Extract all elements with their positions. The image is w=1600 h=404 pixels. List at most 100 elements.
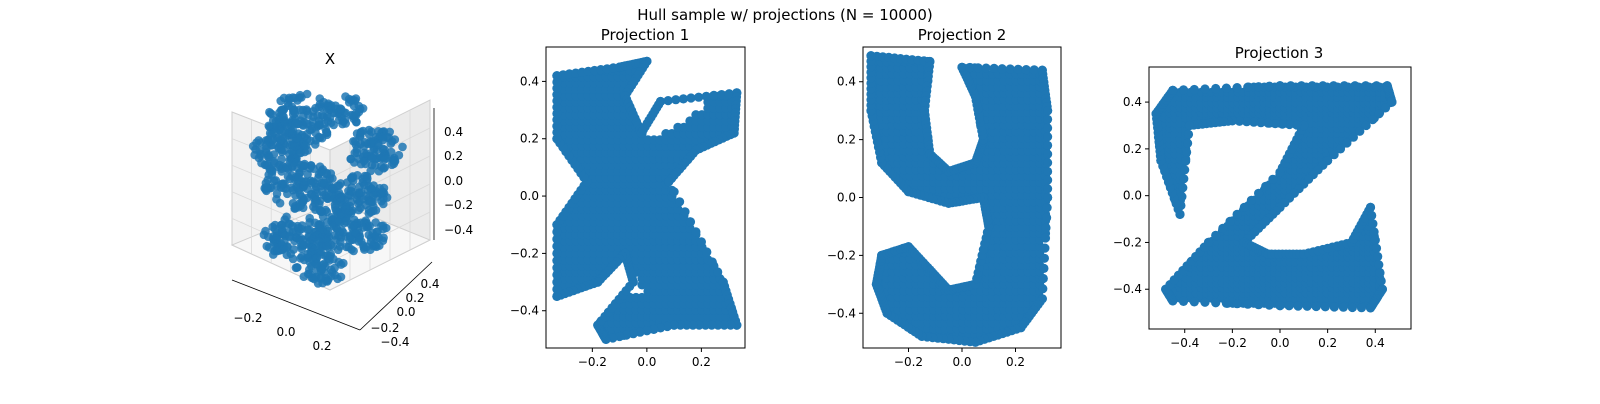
scatter-point <box>292 182 301 191</box>
scatter-point <box>368 191 378 200</box>
scatter-point <box>552 234 562 244</box>
scatter-point <box>691 227 701 237</box>
scatter-point <box>1038 284 1048 294</box>
scatter-point <box>669 187 679 197</box>
scatter-point <box>1335 144 1346 154</box>
scatter-point <box>1329 302 1339 312</box>
scatter-point <box>314 220 323 230</box>
scatter-point <box>360 138 370 147</box>
scatter-point <box>289 158 299 167</box>
scatter-point <box>270 224 280 234</box>
scatter-point <box>1232 209 1242 219</box>
scatter-point <box>1387 97 1397 107</box>
scatter-point <box>1329 81 1339 91</box>
scatter-point <box>282 212 291 222</box>
scatter-point <box>1200 84 1210 94</box>
scatter-point <box>1373 251 1383 262</box>
scatter-point <box>1038 273 1048 284</box>
scatter-point <box>298 240 307 250</box>
scatter-point <box>359 156 369 166</box>
scatter-point <box>1040 243 1050 253</box>
scatter-point <box>1254 300 1264 310</box>
scatter-point <box>336 272 346 282</box>
scatter-point <box>323 101 333 110</box>
scatter-point <box>1177 192 1187 202</box>
z3d-tick-label: 0.0 <box>444 174 463 188</box>
scatter-point <box>290 141 300 151</box>
scatter-point <box>1374 109 1384 119</box>
scatter-point <box>346 186 356 196</box>
y-tick-label: 0.0 <box>1123 189 1142 203</box>
scatter-point <box>378 132 388 142</box>
scatter-point <box>552 121 562 131</box>
scatter-point <box>1239 202 1249 212</box>
scatter-point <box>366 245 375 254</box>
scatter-point <box>997 64 1007 74</box>
scatter-point <box>1225 216 1235 226</box>
scatter-point <box>276 145 286 154</box>
scatter-point <box>279 112 288 121</box>
axes-3d: −0.20.00.2 −0.4−0.20.00.20.4−0.4−0.20.00.… <box>231 108 473 353</box>
scatter-point <box>1368 115 1378 125</box>
x-tick-label: 0.2 <box>692 355 711 369</box>
scatter-point <box>1043 106 1053 116</box>
scatter-point <box>1232 83 1242 93</box>
scatter-point <box>1168 85 1178 95</box>
scatter-point <box>957 62 967 72</box>
scatter-point <box>354 188 364 197</box>
scatter-point <box>301 141 311 151</box>
scatter-point <box>379 224 388 234</box>
scatter-point <box>325 192 335 202</box>
scatter-point <box>364 130 374 139</box>
z3d-tick-label: −0.4 <box>444 223 473 237</box>
scatter-point <box>1040 233 1051 243</box>
scatter-point <box>1371 243 1382 253</box>
scatter-point <box>267 130 276 139</box>
scatter-point <box>1043 158 1053 168</box>
scatter-point <box>1179 174 1189 184</box>
scatter-point <box>359 223 368 232</box>
scatter-point <box>336 237 345 247</box>
scatter-point <box>1311 301 1321 312</box>
scatter-point <box>320 178 329 188</box>
scatter-point <box>1043 114 1053 124</box>
scatter-point <box>358 104 368 113</box>
scatter-point <box>1221 298 1231 308</box>
scatter-point <box>367 154 377 163</box>
scatter-point <box>680 207 690 217</box>
scatter-point <box>328 215 337 224</box>
scatter-point <box>293 221 302 231</box>
scatter-point <box>1277 119 1287 129</box>
scatter-point <box>965 62 975 73</box>
point-cloud-3d <box>248 89 407 288</box>
scatter-point <box>726 320 736 330</box>
scatter-point <box>277 154 286 164</box>
scatter-point <box>305 213 315 223</box>
x-tick-label: −0.4 <box>1170 336 1199 350</box>
scatter-point <box>272 244 282 254</box>
point-cloud <box>1151 81 1397 313</box>
scatter-point <box>678 94 689 104</box>
scatter-point <box>294 172 303 182</box>
scatter-point <box>1350 81 1360 91</box>
panel-projection-3: Projection 3 −0.4 −0.2 0.0 0.2 0.4 −0.4 −0.2 0.… <box>1113 44 1412 350</box>
scatter-point <box>1043 184 1053 194</box>
scatter-point <box>655 96 666 107</box>
scatter-point <box>315 119 324 129</box>
scatter-point <box>694 92 704 102</box>
scatter-point <box>1268 174 1278 184</box>
y-tick-label: 0.4 <box>1123 95 1142 109</box>
scatter-point <box>685 217 696 227</box>
scatter-point <box>1211 83 1221 94</box>
scatter-point <box>312 259 321 269</box>
scatter-point <box>1376 276 1386 286</box>
scatter-point <box>1375 268 1385 278</box>
scatter-point <box>366 237 376 246</box>
scatter-point <box>291 118 300 128</box>
point-cloud <box>552 56 742 344</box>
scatter-point <box>1369 227 1379 237</box>
scatter-point <box>368 197 377 207</box>
scatter-point <box>351 108 361 118</box>
panel-projection-1: Projection 1 −0.2 0.0 0.2 −0.4 −0.2 0.0 0.2 0.4 <box>510 26 746 369</box>
scatter-point <box>359 241 368 250</box>
